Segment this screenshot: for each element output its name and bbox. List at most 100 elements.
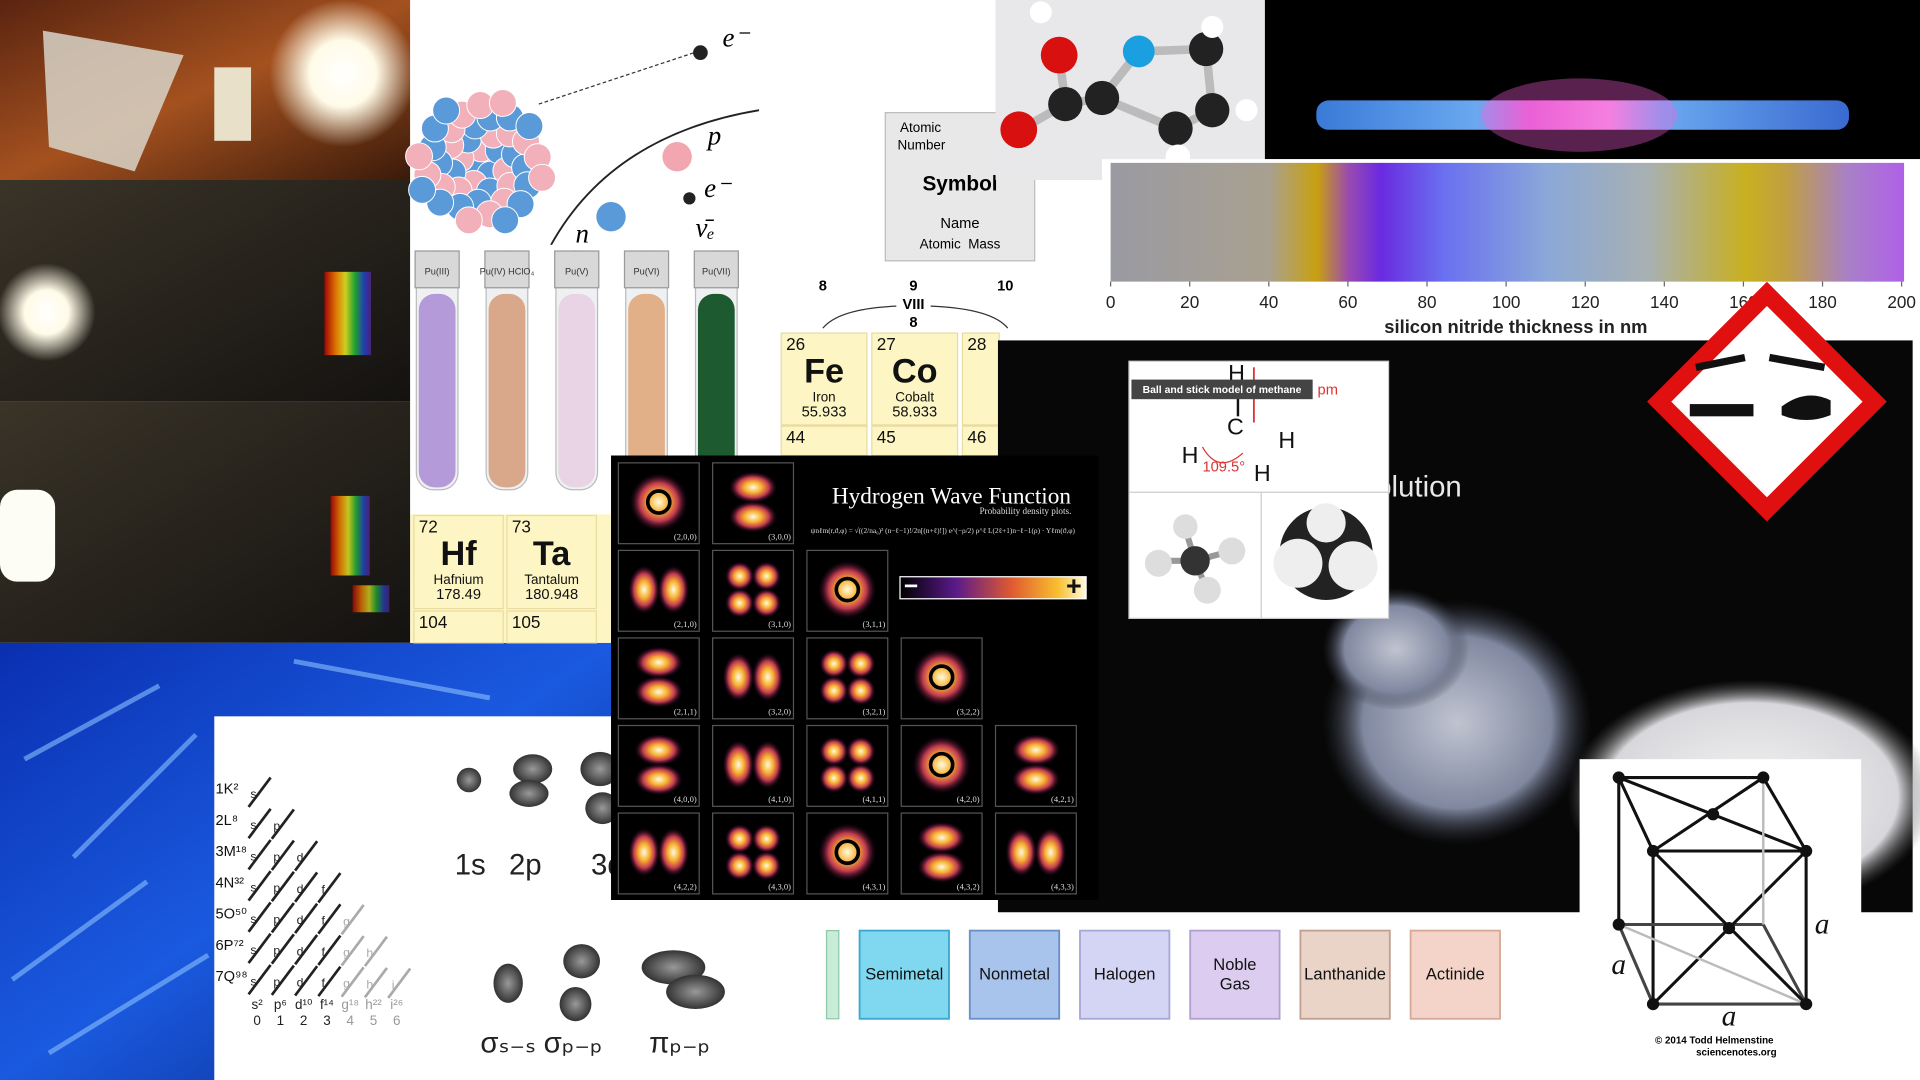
- label: e⁻: [722, 23, 750, 53]
- fill-arrow: [294, 902, 319, 934]
- shell-label: 5O⁵⁰: [216, 907, 248, 923]
- tick-label: 140: [1650, 292, 1679, 312]
- screen: [214, 67, 252, 141]
- subshell-letter: p: [273, 850, 280, 864]
- density: [817, 822, 877, 882]
- subshell-capacity: f¹⁴: [320, 997, 334, 1012]
- orbital-label: (4,3,0): [768, 882, 791, 892]
- subshell-letter: d: [297, 975, 304, 989]
- orbital-label: σₛ₋ₛ: [480, 1026, 536, 1059]
- atomic-number: 26: [786, 334, 805, 354]
- density: [751, 652, 784, 702]
- orbital-label: πₚ₋ₚ: [649, 1026, 710, 1059]
- density: [728, 471, 778, 504]
- element-mass: 58.933: [892, 405, 937, 421]
- category: Lanthanide: [1304, 965, 1386, 983]
- group-label: 8: [909, 315, 917, 331]
- orbital-label: (4,2,2): [674, 882, 697, 892]
- orbital-label: (3,0,0): [768, 532, 791, 542]
- label: n: [576, 219, 589, 249]
- atom: [1235, 99, 1258, 122]
- shell-label: 6P⁷²: [216, 938, 244, 954]
- density: [751, 588, 782, 618]
- subshell-capacity: h²²: [365, 997, 382, 1012]
- l-number: 6: [393, 1013, 400, 1028]
- fill-arrow: [247, 776, 272, 808]
- caption-tag: [1131, 379, 1313, 400]
- tube-label: Pu(V): [565, 266, 588, 276]
- l-number: 3: [323, 1013, 330, 1028]
- category-partial: [825, 930, 840, 1020]
- nucleon: [515, 112, 544, 140]
- l-number: 1: [277, 1013, 284, 1028]
- subshell-letter: g: [343, 977, 350, 991]
- subshell-letter: h: [366, 946, 373, 960]
- category-box: [1409, 929, 1501, 1020]
- tick-label: 0: [1106, 292, 1116, 312]
- atom-label: H: [1278, 427, 1295, 453]
- unit-label: pm: [1318, 382, 1338, 398]
- axis: 0 20 40 60 80 100 120 140 160 180 200: [1106, 281, 1916, 312]
- discharge-photo: [1264, 0, 1920, 160]
- atomic-number: 104: [419, 612, 448, 632]
- color-bar: [1110, 162, 1905, 282]
- orbital-shapes: [456, 751, 725, 1022]
- element-cell: [780, 332, 868, 426]
- element-name: Cobalt: [895, 390, 934, 405]
- density: [1011, 734, 1061, 766]
- orbital-grid: (2,0,0) (3,0,0) (2,1,0) (3,1,0) (3,1,1) (2,1,…: [617, 462, 1077, 895]
- element-symbol: Co: [892, 353, 938, 391]
- atom: [1144, 549, 1172, 577]
- label: p: [706, 121, 721, 151]
- atomic-number: 27: [877, 334, 896, 354]
- atom: [1306, 503, 1346, 543]
- cap: [554, 250, 600, 289]
- category-label: Actinide: [1425, 964, 1485, 984]
- fill-arrow: [247, 839, 272, 871]
- element-symbol: Fe: [804, 353, 844, 391]
- atomic-number: 105: [512, 612, 541, 632]
- category-box: [858, 929, 950, 1020]
- shell-label: 7Q⁹⁸: [216, 969, 248, 985]
- density: [724, 824, 755, 854]
- subshell-letter: s: [250, 943, 256, 957]
- orbital-label: (4,0,0): [674, 794, 697, 804]
- atom: [1188, 31, 1224, 67]
- category-box: [1299, 929, 1391, 1020]
- lamp: [269, 0, 417, 147]
- surface: [1689, 404, 1754, 417]
- subshell-letter: f: [322, 882, 326, 896]
- fill-arrow: [270, 933, 295, 965]
- fill-arrow: [247, 964, 272, 996]
- subshell-letter: d: [297, 913, 304, 927]
- panel-subtitle: Probability density plots.: [979, 506, 1071, 516]
- nucleus: [405, 88, 557, 235]
- category-box: [968, 929, 1061, 1020]
- subshell-letter: f: [322, 945, 326, 959]
- subshell-letter: d: [297, 944, 304, 958]
- group-label: 8: [819, 278, 827, 294]
- orbital-label: (3,1,1): [862, 619, 885, 629]
- fill-arrow: [294, 965, 319, 997]
- density: [634, 646, 684, 679]
- orbital-label: (4,3,2): [957, 882, 980, 892]
- density: [1005, 827, 1038, 877]
- density: [728, 500, 778, 533]
- element-cell: [413, 514, 504, 610]
- liquid: [558, 293, 596, 488]
- tube-label: Pu(IV) HClO₄: [480, 266, 535, 276]
- group-header: 8 9 VIII 8 10: [819, 278, 1014, 331]
- fill-arrow: [270, 902, 295, 934]
- atom: [1193, 576, 1221, 604]
- orbital-label: (4,3,1): [862, 882, 885, 892]
- density: [657, 565, 690, 615]
- density: [628, 827, 660, 877]
- subshell-capacity: d¹⁰: [295, 997, 312, 1012]
- shell-label: 1K²: [216, 782, 239, 798]
- tick-label: 20: [1180, 292, 1199, 312]
- subshell-letter: s: [250, 818, 256, 832]
- atomic-number: 28: [967, 334, 986, 354]
- cap: [623, 250, 670, 289]
